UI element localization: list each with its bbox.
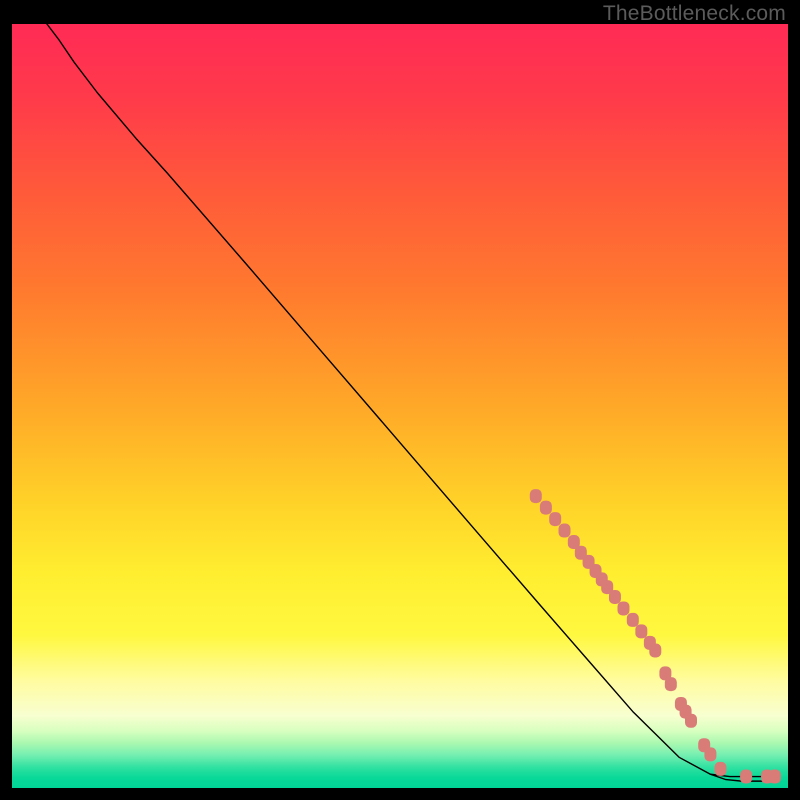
data-marker bbox=[559, 524, 571, 538]
data-marker bbox=[740, 770, 752, 784]
gradient-background bbox=[12, 24, 788, 788]
data-marker bbox=[635, 624, 647, 638]
data-marker bbox=[685, 714, 697, 728]
data-marker bbox=[769, 770, 781, 784]
data-marker bbox=[609, 590, 621, 604]
data-marker bbox=[704, 747, 716, 761]
data-marker bbox=[627, 613, 639, 627]
chart-container bbox=[12, 24, 788, 788]
data-marker bbox=[649, 643, 661, 657]
watermark-text: TheBottleneck.com bbox=[603, 2, 786, 26]
data-marker bbox=[714, 762, 726, 776]
data-marker bbox=[540, 501, 552, 515]
data-marker bbox=[665, 677, 677, 691]
data-marker bbox=[549, 512, 561, 526]
chart-svg bbox=[12, 24, 788, 788]
data-marker bbox=[530, 489, 542, 503]
data-marker bbox=[617, 601, 629, 615]
